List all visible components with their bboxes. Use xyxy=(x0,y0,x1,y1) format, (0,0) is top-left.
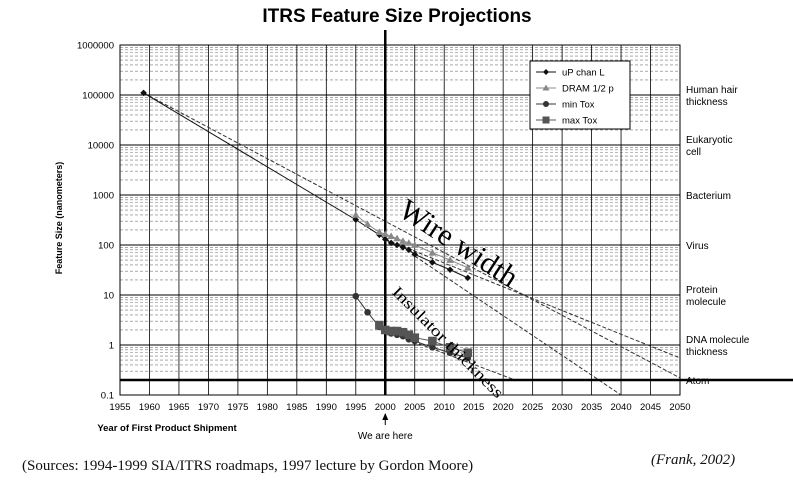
x-tick-label: 2025 xyxy=(522,402,543,413)
x-tick-label: 2045 xyxy=(640,402,661,413)
x-tick-label: 1960 xyxy=(139,402,160,413)
x-tick-label: 2035 xyxy=(581,402,602,413)
x-tick-label: 2000 xyxy=(375,402,396,413)
diamond-marker xyxy=(140,89,147,97)
square-marker xyxy=(428,336,437,346)
square-marker xyxy=(542,116,550,124)
triangle-marker xyxy=(375,228,384,236)
y-tick-label: 1000 xyxy=(93,191,114,202)
x-axis-title: Year of First Product Shipment xyxy=(97,423,237,434)
x-tick-label: 1965 xyxy=(168,402,189,413)
reference-label: thickness xyxy=(686,347,728,358)
diamond-marker xyxy=(429,259,436,266)
circle-marker xyxy=(429,343,436,351)
diamond-marker xyxy=(405,246,413,254)
chart-title: ITRS Feature Size Projections xyxy=(262,6,531,27)
circle-marker xyxy=(352,292,360,300)
triangle-marker xyxy=(405,239,413,246)
x-tick-label: 2005 xyxy=(404,402,425,413)
square-marker xyxy=(398,327,408,337)
legend-label: min Tox xyxy=(562,100,595,111)
trend-line xyxy=(414,255,622,396)
x-tick-label: 1995 xyxy=(345,402,366,413)
we-are-here-label: We are here xyxy=(358,431,413,442)
x-tick-label: 2050 xyxy=(669,402,690,413)
diamond-marker xyxy=(543,69,549,75)
circle-marker xyxy=(364,309,371,316)
triangle-marker xyxy=(381,230,390,237)
y-tick-label: 10000 xyxy=(88,141,114,152)
reference-label: thickness xyxy=(686,97,728,108)
circle-marker xyxy=(543,101,549,107)
reference-label: Protein xyxy=(686,285,718,296)
y-tick-label: 1 xyxy=(109,341,114,352)
diamond-marker xyxy=(446,266,454,274)
square-marker xyxy=(410,333,420,342)
reference-label: molecule xyxy=(686,297,726,308)
x-tick-label: 2030 xyxy=(552,402,573,413)
series-up-chan-l xyxy=(140,89,472,282)
square-marker xyxy=(445,342,455,352)
square-marker xyxy=(375,320,384,330)
reference-label: Human hair xyxy=(686,85,738,96)
diamond-marker xyxy=(399,243,407,251)
triangle-marker xyxy=(428,248,437,256)
x-tick-label: 1980 xyxy=(257,402,278,413)
y-tick-label: 1000000 xyxy=(77,41,114,52)
triangle-marker xyxy=(351,211,360,218)
diamond-marker xyxy=(352,216,360,224)
x-tick-label: 2010 xyxy=(434,402,455,413)
square-marker xyxy=(463,348,473,358)
x-tick-label: 1975 xyxy=(227,402,248,413)
triangle-marker xyxy=(393,234,401,242)
trend-line xyxy=(385,238,681,359)
reference-label: Eukaryotic xyxy=(686,135,733,146)
triangle-marker xyxy=(363,220,372,228)
series-line xyxy=(143,92,468,279)
x-tick-label: 1955 xyxy=(109,402,130,413)
legend-label: DRAM 1/2 p xyxy=(562,84,614,95)
x-tick-label: 1985 xyxy=(286,402,307,413)
square-marker xyxy=(386,326,396,336)
we-are-here-arrow-head xyxy=(382,413,389,420)
x-tick-label: 2040 xyxy=(610,402,631,413)
x-tick-label: 1970 xyxy=(198,402,219,413)
series-dram-1-2-p xyxy=(351,211,472,271)
reference-label: DNA molecule xyxy=(686,335,750,346)
diamond-marker xyxy=(393,241,401,249)
reference-label: Atom xyxy=(686,376,709,387)
diamond-marker xyxy=(464,274,472,282)
credit-note: (Frank, 2002) xyxy=(651,452,736,468)
reference-label: cell xyxy=(686,147,701,158)
x-tick-label: 2020 xyxy=(493,402,514,413)
series-line xyxy=(355,214,468,269)
x-tick-label: 1990 xyxy=(316,402,337,413)
y-tick-label: 10 xyxy=(103,291,114,302)
y-axis-title: Feature Size (nanometers) xyxy=(54,162,64,275)
y-tick-label: 100 xyxy=(98,241,114,252)
square-marker xyxy=(380,325,390,335)
legend-label: uP chan L xyxy=(562,68,605,79)
legend-label: max Tox xyxy=(562,116,597,127)
square-marker xyxy=(404,330,414,340)
triangle-marker xyxy=(542,84,550,91)
diamond-marker xyxy=(387,239,395,247)
square-marker xyxy=(392,326,402,336)
x-tick-label: 2015 xyxy=(463,402,484,413)
diamond-marker xyxy=(411,251,419,258)
diamond-marker xyxy=(381,236,389,243)
reference-label: Virus xyxy=(686,241,709,252)
reference-label: Bacterium xyxy=(686,191,731,202)
series-max-tox xyxy=(375,320,473,358)
y-tick-label: 0.1 xyxy=(101,391,114,402)
sources-note: (Sources: 1994-1999 SIA/ITRS roadmaps, 1… xyxy=(22,458,474,474)
triangle-marker xyxy=(463,263,472,271)
triangle-marker xyxy=(387,232,395,239)
triangle-marker xyxy=(446,256,454,263)
trend-line xyxy=(143,92,681,379)
triangle-marker xyxy=(410,241,419,248)
y-tick-label: 100000 xyxy=(82,91,114,102)
triangle-marker xyxy=(399,237,407,244)
